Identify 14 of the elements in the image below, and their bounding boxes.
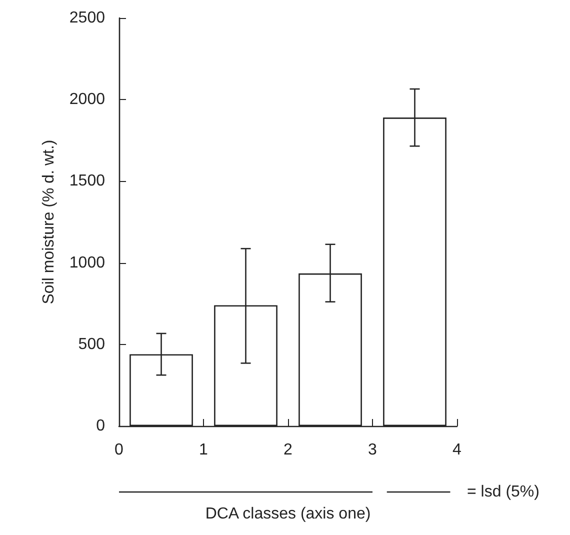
y-tick-label: 1000 <box>69 254 106 272</box>
y-tick-label: 500 <box>78 336 106 353</box>
y-tick-label: 2500 <box>69 10 106 26</box>
text: = lsd (5%) <box>467 484 540 500</box>
y-tick-label: 1500 <box>69 172 106 190</box>
x-tick-label: 2 <box>284 442 293 458</box>
y-axis-title: Soil moisture (% d. wt.) <box>40 140 58 304</box>
x-axis-title: DCA classes (axis one) <box>205 506 371 522</box>
y-tick-label: 2000 <box>69 91 106 108</box>
x-tick-label: 4 <box>452 442 462 458</box>
y-tick-label: 0 <box>96 418 106 434</box>
x-tick-label: 1 <box>199 442 208 458</box>
x-tick-label: 3 <box>368 442 378 458</box>
x-tick-label: 0 <box>114 442 124 458</box>
